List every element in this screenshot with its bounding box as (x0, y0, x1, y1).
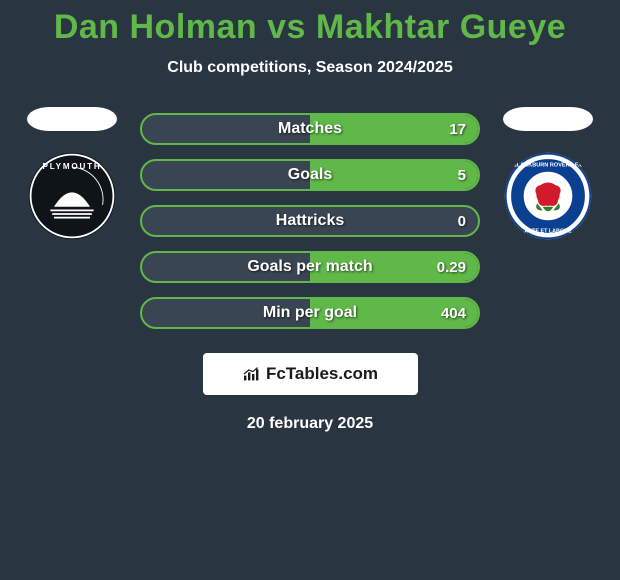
brand-chart-icon (242, 366, 262, 382)
stats-column: Matches 17 Goals 5 Hattricks 0 Goals per match… (140, 107, 480, 329)
left-player-avatar (27, 107, 117, 131)
left-player-column: PLYMOUTH (22, 107, 122, 241)
main-row: PLYMOUTH Matches 17 Goals 5 Hattricks 0 Goals … (0, 107, 620, 329)
stat-value-right: 404 (441, 305, 466, 322)
stat-value-right: 17 (449, 121, 466, 138)
stat-value-right: 0 (458, 213, 466, 230)
brand-text: FcTables.com (266, 364, 378, 384)
svg-text:BLACKBURN ROVERS F.C: BLACKBURN ROVERS F.C (513, 162, 583, 168)
subtitle: Club competitions, Season 2024/2025 (0, 59, 620, 77)
stat-fill-right (310, 161, 478, 189)
stat-bar: Min per goal 404 (140, 297, 480, 329)
svg-text:ARTE ET LABORE: ARTE ET LABORE (524, 228, 572, 234)
stat-label: Matches (278, 120, 342, 138)
comparison-card: Dan Holman vs Makhtar Gueye Club competi… (0, 0, 620, 433)
stat-bar: Matches 17 (140, 113, 480, 145)
plymouth-badge-icon: PLYMOUTH (27, 151, 117, 241)
right-club-badge: BLACKBURN ROVERS F.C ARTE ET LABORE (503, 151, 593, 241)
stat-label: Min per goal (263, 304, 357, 322)
right-player-column: BLACKBURN ROVERS F.C ARTE ET LABORE (498, 107, 598, 241)
stat-bar: Goals 5 (140, 159, 480, 191)
blackburn-badge-icon: BLACKBURN ROVERS F.C ARTE ET LABORE (503, 151, 593, 241)
page-title: Dan Holman vs Makhtar Gueye (0, 8, 620, 47)
stat-value-right: 0.29 (437, 259, 466, 276)
stat-value-right: 5 (458, 167, 466, 184)
brand-box[interactable]: FcTables.com (203, 353, 418, 395)
stat-bar: Goals per match 0.29 (140, 251, 480, 283)
svg-text:PLYMOUTH: PLYMOUTH (43, 162, 102, 171)
left-club-badge: PLYMOUTH (27, 151, 117, 241)
stat-bar: Hattricks 0 (140, 205, 480, 237)
date-line: 20 february 2025 (0, 415, 620, 433)
right-player-avatar (503, 107, 593, 131)
stat-label: Goals (288, 166, 332, 184)
stat-label: Hattricks (276, 212, 344, 230)
stat-label: Goals per match (247, 258, 372, 276)
